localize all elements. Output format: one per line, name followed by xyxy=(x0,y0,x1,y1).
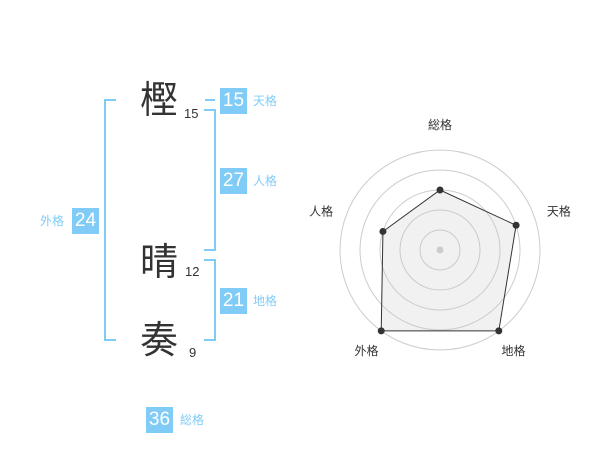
radar-point-0 xyxy=(436,186,444,194)
radar-ring xyxy=(359,169,521,331)
radar-axis-label: 外格 xyxy=(355,343,379,358)
tenkaku-label: 天格 xyxy=(253,94,278,108)
stroke-count-1: 15 xyxy=(184,106,199,121)
radar-axis-label: 総格 xyxy=(428,117,452,132)
stroke-count-3: 9 xyxy=(189,345,197,360)
soukaku-label: 総格 xyxy=(180,413,205,427)
soukaku-value: 36 xyxy=(146,407,173,433)
radar-axis-label: 地格 xyxy=(501,343,525,358)
radar-point-3 xyxy=(377,327,385,335)
name-char-3: 奏 xyxy=(140,318,179,362)
radar-center xyxy=(436,246,444,254)
gaikaku-label: 外格 xyxy=(40,214,65,228)
jinkaku-bracket xyxy=(204,109,216,251)
stroke-count-2: 12 xyxy=(185,264,200,279)
radar-area xyxy=(380,189,517,332)
chikaku-value: 21 xyxy=(220,288,247,314)
jinkaku-label: 人格 xyxy=(253,174,278,188)
name-char-2: 晴 xyxy=(140,240,179,284)
chikaku-label: 地格 xyxy=(253,294,278,308)
radar-ring xyxy=(399,209,481,291)
radar-ring xyxy=(419,229,461,271)
radar-axis-label: 天格 xyxy=(547,203,571,218)
gaikaku-bracket xyxy=(104,99,116,341)
chikaku-bracket xyxy=(204,259,216,341)
gaikaku-value: 24 xyxy=(72,208,99,234)
radar-point-1 xyxy=(512,221,520,229)
name-char-1: 樫 xyxy=(140,78,179,122)
tenkaku-connector xyxy=(205,99,215,101)
radar-point-2 xyxy=(495,327,503,335)
jinkaku-value: 27 xyxy=(220,168,247,194)
radar-ring xyxy=(339,149,541,351)
radar-point-4 xyxy=(379,227,387,235)
tenkaku-value: 15 xyxy=(220,88,247,114)
radar-axis-label: 人格 xyxy=(309,203,333,218)
